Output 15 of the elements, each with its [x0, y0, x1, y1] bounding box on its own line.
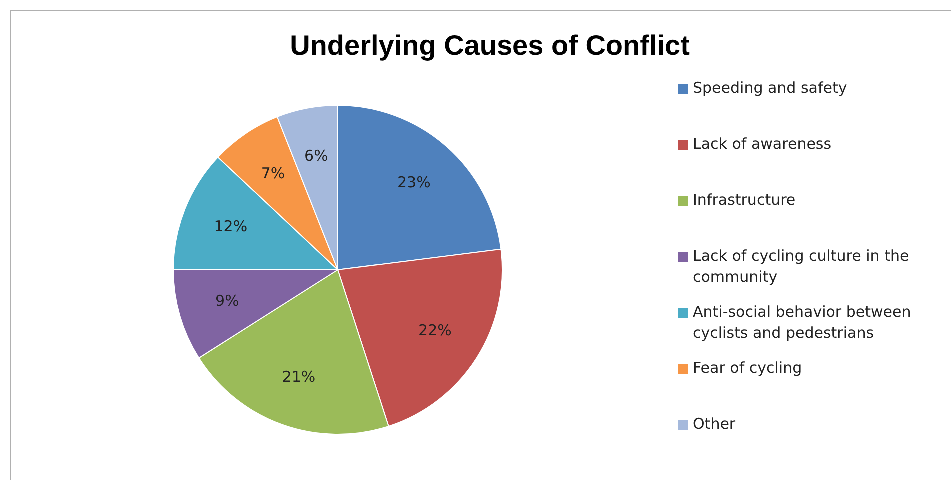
legend-label: Lack of cycling culture in the community: [693, 246, 910, 288]
legend-label: Speeding and safety: [693, 78, 848, 99]
legend-label: Fear of cycling: [693, 358, 802, 379]
data-label: 7%: [261, 164, 286, 183]
data-label: 12%: [214, 218, 248, 236]
legend-label: Infrastructure: [693, 190, 796, 211]
data-label: 22%: [418, 322, 452, 340]
legend-label: Anti-social behavior between cyclists and pedestrians: [693, 302, 912, 344]
chart-title: Underlying Causes of Conflict: [289, 30, 691, 62]
data-label: 6%: [304, 146, 328, 165]
data-label: 23%: [397, 174, 431, 192]
data-label: 21%: [282, 368, 316, 386]
legend-label: Other: [693, 414, 736, 435]
data-label: 9%: [216, 292, 240, 310]
legend-label: Lack of awareness: [693, 134, 832, 155]
